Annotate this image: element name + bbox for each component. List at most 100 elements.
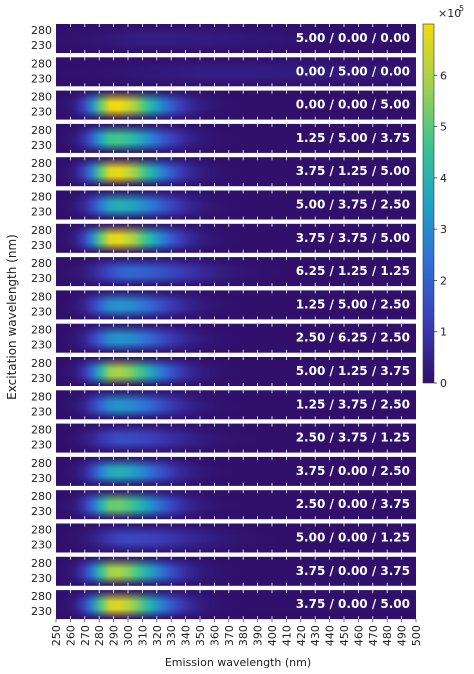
x-tick-label: 340 — [180, 625, 193, 646]
heatmap-panel: 280 230 5.00 / 3.75 / 2.50 — [31, 190, 416, 220]
intensity-band — [56, 523, 416, 553]
y-tick-label: 230 — [31, 372, 52, 385]
x-axis: 250 260 270 280 290 300 310 320 330 340 350 360 370 3… — [50, 619, 423, 646]
x-tick-label: 280 — [93, 625, 106, 646]
heatmap-panel: 280 230 3.75 / 0.00 / 2.50 — [31, 456, 416, 486]
x-tick-label: 360 — [208, 625, 221, 646]
colorbar-scale — [422, 23, 435, 384]
panel-label: 3.75 / 1.25 / 5.00 — [296, 164, 410, 178]
panel-label: 2.50 / 3.75 / 1.25 — [296, 431, 410, 445]
x-tick-label: 380 — [237, 625, 250, 646]
intensity-band — [56, 290, 416, 320]
x-tick-label: 490 — [396, 625, 409, 646]
panel-label: 1.25 / 5.00 / 2.50 — [296, 297, 410, 311]
intensity-band — [56, 190, 416, 220]
y-tick-label: 280 — [31, 91, 52, 104]
x-tick-label: 410 — [280, 625, 293, 646]
y-tick-label: 280 — [31, 24, 52, 37]
intensity-band — [56, 456, 416, 486]
intensity-band — [56, 390, 416, 420]
x-tick-label: 420 — [295, 625, 308, 646]
x-tick-label: 370 — [223, 625, 236, 646]
intensity-band — [56, 423, 416, 453]
x-tick-label: 250 — [50, 625, 63, 646]
intensity-band — [56, 556, 416, 586]
y-tick-label: 230 — [31, 39, 52, 52]
heatmap-panel: 280 230 3.75 / 0.00 / 3.75 — [31, 556, 416, 586]
heatmap-panel: 280 230 3.75 / 1.25 / 5.00 — [31, 157, 416, 187]
colorbar-exponent: 5 — [459, 4, 464, 13]
x-tick-label: 310 — [136, 625, 149, 646]
heatmap-panel: 280 230 3.75 / 0.00 / 5.00 — [31, 590, 416, 620]
y-tick-label: 230 — [31, 539, 52, 552]
panel-label: 3.75 / 0.00 / 5.00 — [296, 597, 410, 611]
heatmap-panel: 280 230 1.25 / 5.00 / 3.75 — [31, 124, 416, 153]
panel-label: 5.00 / 0.00 / 1.25 — [296, 531, 410, 545]
intensity-band — [56, 24, 416, 53]
panel-label: 5.00 / 1.25 / 3.75 — [296, 364, 410, 378]
y-tick-label: 280 — [31, 457, 52, 470]
y-tick-label: 230 — [31, 605, 52, 618]
colorbar-tick-label: 6 — [440, 69, 447, 82]
intensity-band — [56, 490, 416, 520]
x-tick-label: 480 — [381, 625, 394, 646]
x-tick-label: 320 — [151, 625, 164, 646]
panel-label: 0.00 / 5.00 / 0.00 — [296, 64, 410, 78]
y-tick-label: 230 — [31, 272, 52, 285]
y-tick-label: 230 — [31, 172, 52, 185]
intensity-band — [56, 157, 416, 187]
y-tick-label: 230 — [31, 72, 52, 85]
x-tick-label: 290 — [108, 625, 121, 646]
y-tick-label: 230 — [31, 206, 52, 219]
y-tick-label: 280 — [31, 557, 52, 570]
heatmap-panel: 280 230 0.00 / 5.00 / 0.00 — [31, 57, 416, 87]
y-tick-label: 280 — [31, 490, 52, 503]
x-tick-label: 450 — [338, 625, 351, 646]
colorbar-tick-label: 2 — [440, 274, 447, 287]
x-axis-label: Emission wavelength (nm) — [165, 656, 311, 669]
intensity-band — [56, 57, 416, 87]
panel-label: 5.00 / 0.00 / 0.00 — [296, 31, 410, 45]
x-tick-label: 430 — [309, 625, 322, 646]
panel-label: 3.75 / 3.75 / 5.00 — [296, 231, 410, 245]
panel-label: 3.75 / 0.00 / 3.75 — [296, 564, 410, 578]
y-tick-label: 280 — [31, 424, 52, 437]
panel-label: 1.25 / 3.75 / 2.50 — [296, 397, 410, 411]
y-tick-label: 230 — [31, 439, 52, 452]
panel-label: 2.50 / 0.00 / 3.75 — [296, 497, 410, 511]
x-tick-label: 330 — [165, 625, 178, 646]
heatmap-panel: 280 230 2.50 / 0.00 / 3.75 — [31, 490, 416, 520]
y-tick-label: 230 — [31, 305, 52, 318]
intensity-band — [56, 357, 416, 386]
x-tick-label: 440 — [324, 625, 337, 646]
intensity-band — [56, 123, 416, 153]
intensity-band — [56, 323, 416, 353]
x-tick-label: 500 — [410, 625, 423, 646]
intensity-band — [56, 590, 416, 620]
x-tick-label: 460 — [352, 625, 365, 646]
heatmap-panel: 280 230 5.00 / 0.00 / 0.00 — [31, 24, 416, 53]
x-tick-label: 350 — [194, 625, 207, 646]
y-tick-label: 280 — [31, 390, 52, 403]
heatmap-panel: 280 230 1.25 / 5.00 / 2.50 — [31, 290, 416, 320]
heatmap-panel: 280 230 3.75 / 3.75 / 5.00 — [31, 223, 416, 253]
y-tick-label: 280 — [31, 124, 52, 137]
y-tick-label: 230 — [31, 572, 52, 585]
panel-label: 6.25 / 1.25 / 1.25 — [296, 264, 410, 278]
panel-label: 2.50 / 6.25 / 2.50 — [296, 331, 410, 345]
y-tick-label: 280 — [31, 257, 52, 270]
intensity-band — [56, 223, 416, 253]
x-tick-label: 300 — [122, 625, 135, 646]
colorbar-tick-label: 4 — [440, 172, 447, 185]
y-tick-label: 230 — [31, 405, 52, 418]
y-tick-label: 280 — [31, 224, 52, 237]
y-tick-label: 230 — [31, 106, 52, 119]
y-tick-label: 280 — [31, 590, 52, 603]
heatmap-panel: 280 230 2.50 / 6.25 / 2.50 — [31, 323, 416, 353]
y-tick-label: 280 — [31, 57, 52, 70]
y-tick-label: 230 — [31, 472, 52, 485]
y-tick-label: 280 — [31, 290, 52, 303]
colorbar-multiplier: ×10 — [438, 7, 461, 20]
